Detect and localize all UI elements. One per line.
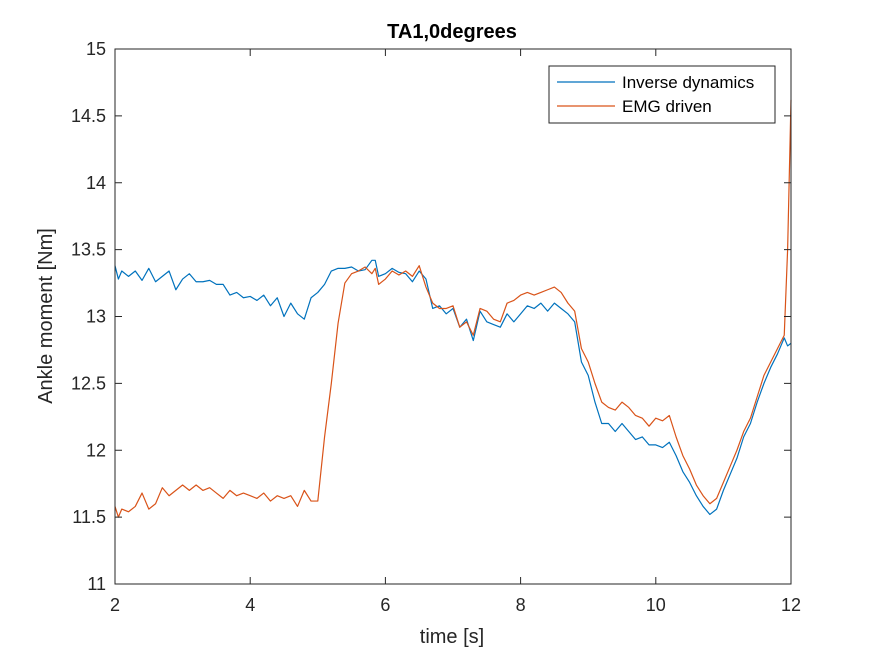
y-tick-label: 14 bbox=[86, 173, 106, 193]
y-tick-label: 13.5 bbox=[71, 240, 106, 260]
y-tick-label: 14.5 bbox=[71, 106, 106, 126]
y-tick-label: 11.5 bbox=[72, 507, 106, 527]
legend-box bbox=[548, 65, 776, 124]
y-tick-label: 13 bbox=[86, 307, 106, 327]
y-tick-label: 11 bbox=[87, 574, 106, 594]
x-axis: 2 4 6 8 10 12 bbox=[110, 49, 801, 615]
y-axis: 11 11.5 12 12.5 13 13.5 14 14.5 15 bbox=[71, 39, 791, 594]
y-tick-label: 15 bbox=[86, 39, 106, 59]
x-tick-label: 10 bbox=[646, 595, 666, 615]
x-tick-label: 8 bbox=[516, 595, 526, 615]
y-tick-label: 12 bbox=[86, 440, 106, 460]
series-line-emg-driven bbox=[114, 99, 792, 518]
x-tick-label: 6 bbox=[380, 595, 390, 615]
x-tick-label: 4 bbox=[245, 595, 255, 615]
legend-label-inverse-dynamics: Inverse dynamics bbox=[622, 73, 754, 92]
chart-title: TA1,0degrees bbox=[387, 21, 517, 43]
y-tick-label: 12.5 bbox=[71, 373, 106, 393]
series-line-inverse-dynamics bbox=[114, 259, 792, 516]
series-layer bbox=[114, 99, 792, 518]
legend-label-emg-driven: EMG driven bbox=[622, 97, 712, 116]
x-axis-label: time [s] bbox=[420, 626, 484, 648]
x-tick-label: 2 bbox=[110, 595, 120, 615]
x-tick-label: 12 bbox=[781, 595, 801, 615]
plot-area bbox=[115, 49, 791, 584]
legend: Inverse dynamics EMG driven bbox=[548, 65, 776, 124]
y-axis-label: Ankle moment [Nm] bbox=[35, 228, 57, 404]
